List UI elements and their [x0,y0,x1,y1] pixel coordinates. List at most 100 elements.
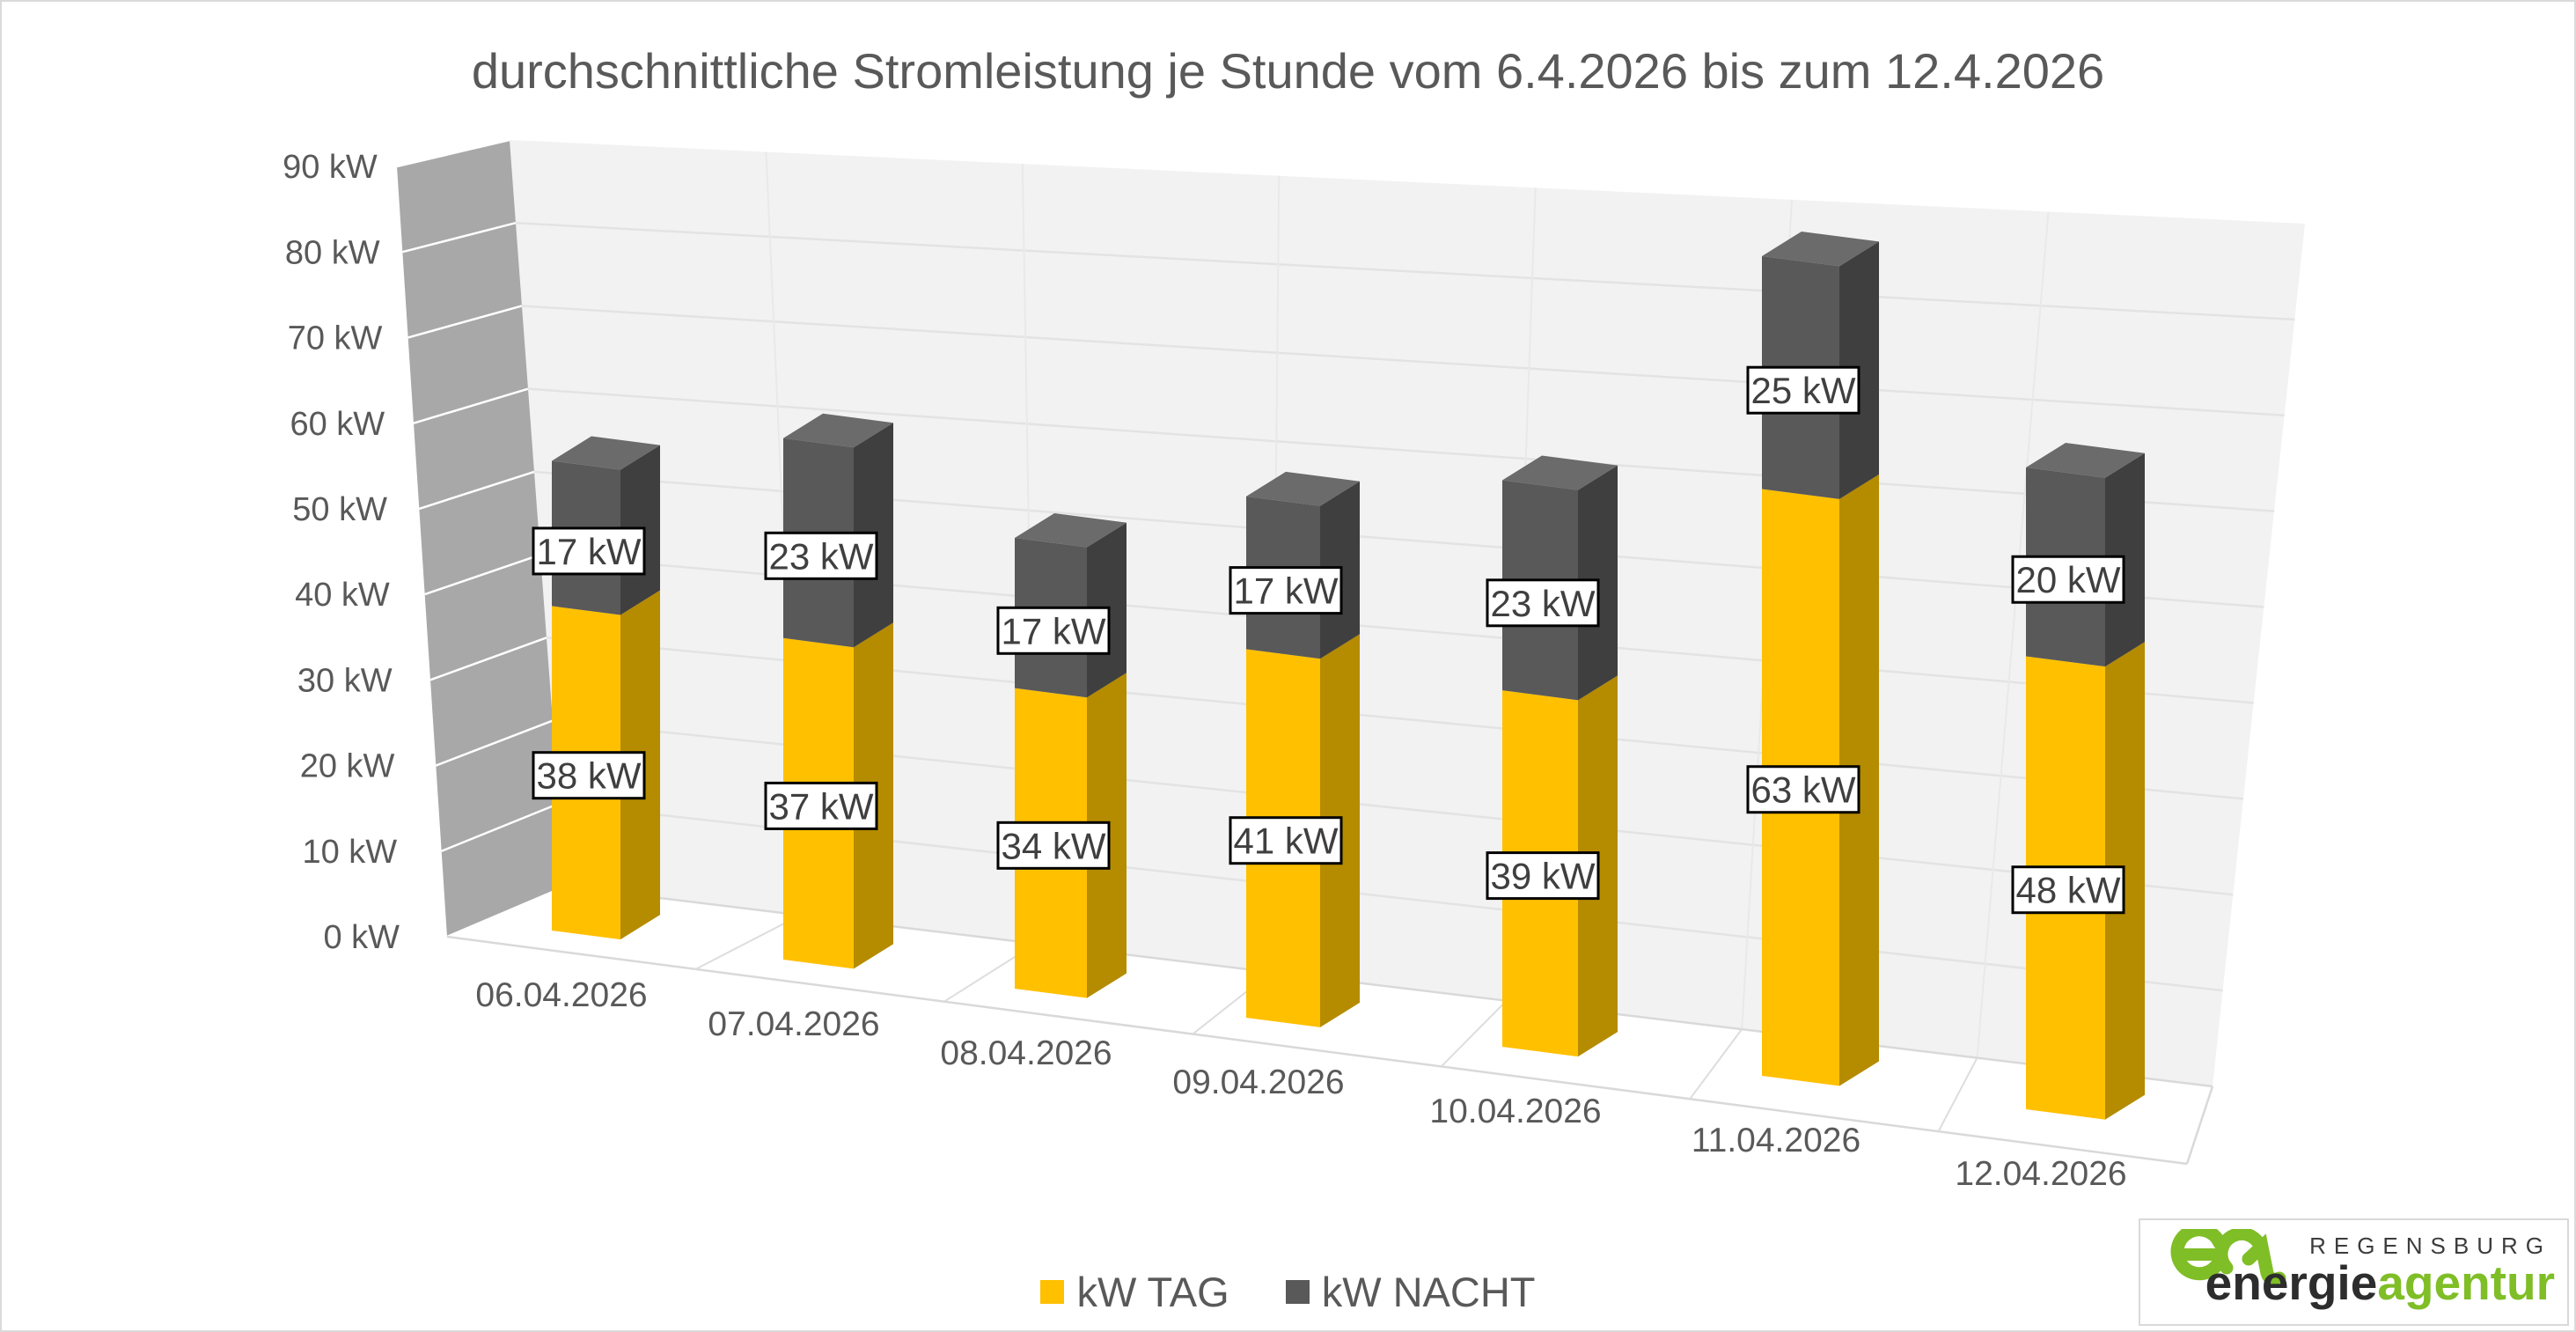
x-axis-date-label: 11.04.2026 [1692,1122,1860,1159]
logo-brand-green: agentur [2377,1255,2555,1310]
left-wall-gridline [435,719,554,767]
bar-column [1502,455,1618,1057]
tag-value-label: 48 kW [2011,865,2125,915]
tag-value-label-text: 39 kW [1490,856,1595,897]
floor-category-separator [1937,1057,1978,1132]
legend-swatch-nacht-icon [1285,1280,1310,1304]
tag-value-label-text: 41 kW [1233,821,1338,862]
tag-value-label-box [1229,816,1343,865]
legend-item-tag: kW TAG [1040,1268,1229,1316]
y-axis-tick-label: 40 kW [295,577,390,614]
nacht-value-label-text: 17 kW [1233,570,1338,612]
floor-category-separator [1441,1000,1508,1068]
x-axis-date-label: 08.04.2026 [940,1034,1112,1072]
tag-value-label: 41 kW [1229,816,1343,865]
nacht-value-label-text: 23 kW [768,535,873,577]
bar-nacht-top-face [1502,455,1618,490]
bar-nacht-top-face [1015,512,1127,548]
y-axis-tick-label: 30 kW [297,662,393,699]
floor-category-separator [694,914,801,970]
logo-brand-text: energieagentur [2205,1259,2555,1307]
left-wall-gridline [407,305,523,339]
bar-column [783,413,893,969]
nacht-value-label-text: 20 kW [2015,559,2120,600]
nacht-value-label-box [2011,555,2125,604]
tag-value-label-text: 37 kW [768,785,873,827]
back-wall-gridline [515,221,2295,321]
left-wall-gridline [441,802,560,852]
tag-value-label: 37 kW [764,781,878,830]
left-wall-gridline [402,222,517,254]
logo-region-text: REGENSBURG [2309,1233,2551,1259]
tag-value-label: 34 kW [996,821,1111,870]
x-axis-date-label: 12.04.2026 [1955,1155,2126,1193]
y-axis-tick-label: 0 kW [323,919,400,956]
bar-nacht-top-face [552,436,660,470]
nacht-value-label: 17 kW [996,606,1111,655]
tag-value-label-text: 63 kW [1750,769,1855,811]
tag-value-label-box [2011,865,2125,915]
x-axis-date-label: 09.04.2026 [1172,1063,1344,1101]
nacht-value-label-box [996,606,1111,655]
x-axis-date-label: 10.04.2026 [1429,1093,1601,1130]
logo-brand-dark: energie [2205,1255,2378,1310]
tag-value-label-box [996,821,1111,870]
y-axis-tick-label: 80 kW [285,234,380,271]
nacht-value-label-box [1486,578,1600,628]
left-wall-gridline [424,553,541,596]
tag-value-label-text: 38 kW [536,755,641,797]
tag-value-label-text: 34 kW [1001,825,1105,866]
nacht-value-label-box [764,531,878,580]
chart-title: durchschnittliche Stromleistung je Stund… [471,43,2105,99]
left-wall-gridline [396,138,510,168]
chart-legend: kW TAG kW NACHT [2,1268,2574,1316]
tag-value-label-text: 48 kW [2015,870,2120,911]
y-axis-tick-label: 90 kW [283,149,378,186]
nacht-value-label-box [1229,566,1343,615]
floor-front-edge [446,935,2188,1166]
tag-value-label-box [1486,851,1600,901]
bar-column [1246,471,1360,1027]
bar-nacht-top-face [1246,471,1360,506]
plot-left-wall [397,140,565,937]
legend-label-nacht: kW NACHT [1321,1269,1536,1315]
nacht-value-label: 25 kW [1746,365,1860,415]
bar-nacht-top-face [783,413,893,448]
nacht-value-label-box [1746,365,1860,415]
nacht-value-label-box [532,526,646,576]
bar-nacht-top-face [1762,231,1879,267]
bar-column [1762,231,1879,1086]
nacht-value-label-text: 17 kW [536,531,641,572]
nacht-value-label: 17 kW [1229,566,1343,615]
back-wall-gridline [521,305,2285,417]
y-axis-tick-label: 70 kW [288,320,383,357]
x-axis-date-label: 07.04.2026 [708,1005,879,1043]
y-axis-tick-label: 50 kW [292,491,387,528]
back-wall-gridline [527,387,2275,512]
nacht-value-label: 20 kW [2011,555,2125,604]
back-wall-category-separator [1976,211,2050,1058]
y-axis-tick-label: 60 kW [290,406,385,443]
y-axis-tick-label: 10 kW [302,834,397,871]
x-axis-date-label: 06.04.2026 [475,976,647,1014]
nacht-value-label: 23 kW [764,531,878,580]
energieagentur-logo: REGENSBURG energieagentur [2139,1218,2569,1326]
left-wall-gridline [429,637,547,681]
legend-swatch-tag-icon [1040,1280,1065,1304]
tag-value-label-box [764,781,878,830]
floor-right-edge [2185,1085,2214,1165]
nacht-value-label: 23 kW [1486,578,1600,628]
left-wall-gridline [418,470,535,511]
left-wall-gridline [413,387,529,424]
bar-nacht-top-face [2026,443,2145,478]
y-axis-tick-label: 20 kW [300,748,395,785]
tag-value-label-box [1746,765,1860,814]
nacht-value-label: 17 kW [532,526,646,576]
ea-loop-icon [2170,1229,2286,1286]
nacht-value-label-text: 23 kW [1490,583,1595,624]
nacht-value-label-text: 25 kW [1750,370,1855,411]
nacht-value-label-text: 17 kW [1001,610,1105,651]
legend-label-tag: kW TAG [1076,1269,1229,1315]
